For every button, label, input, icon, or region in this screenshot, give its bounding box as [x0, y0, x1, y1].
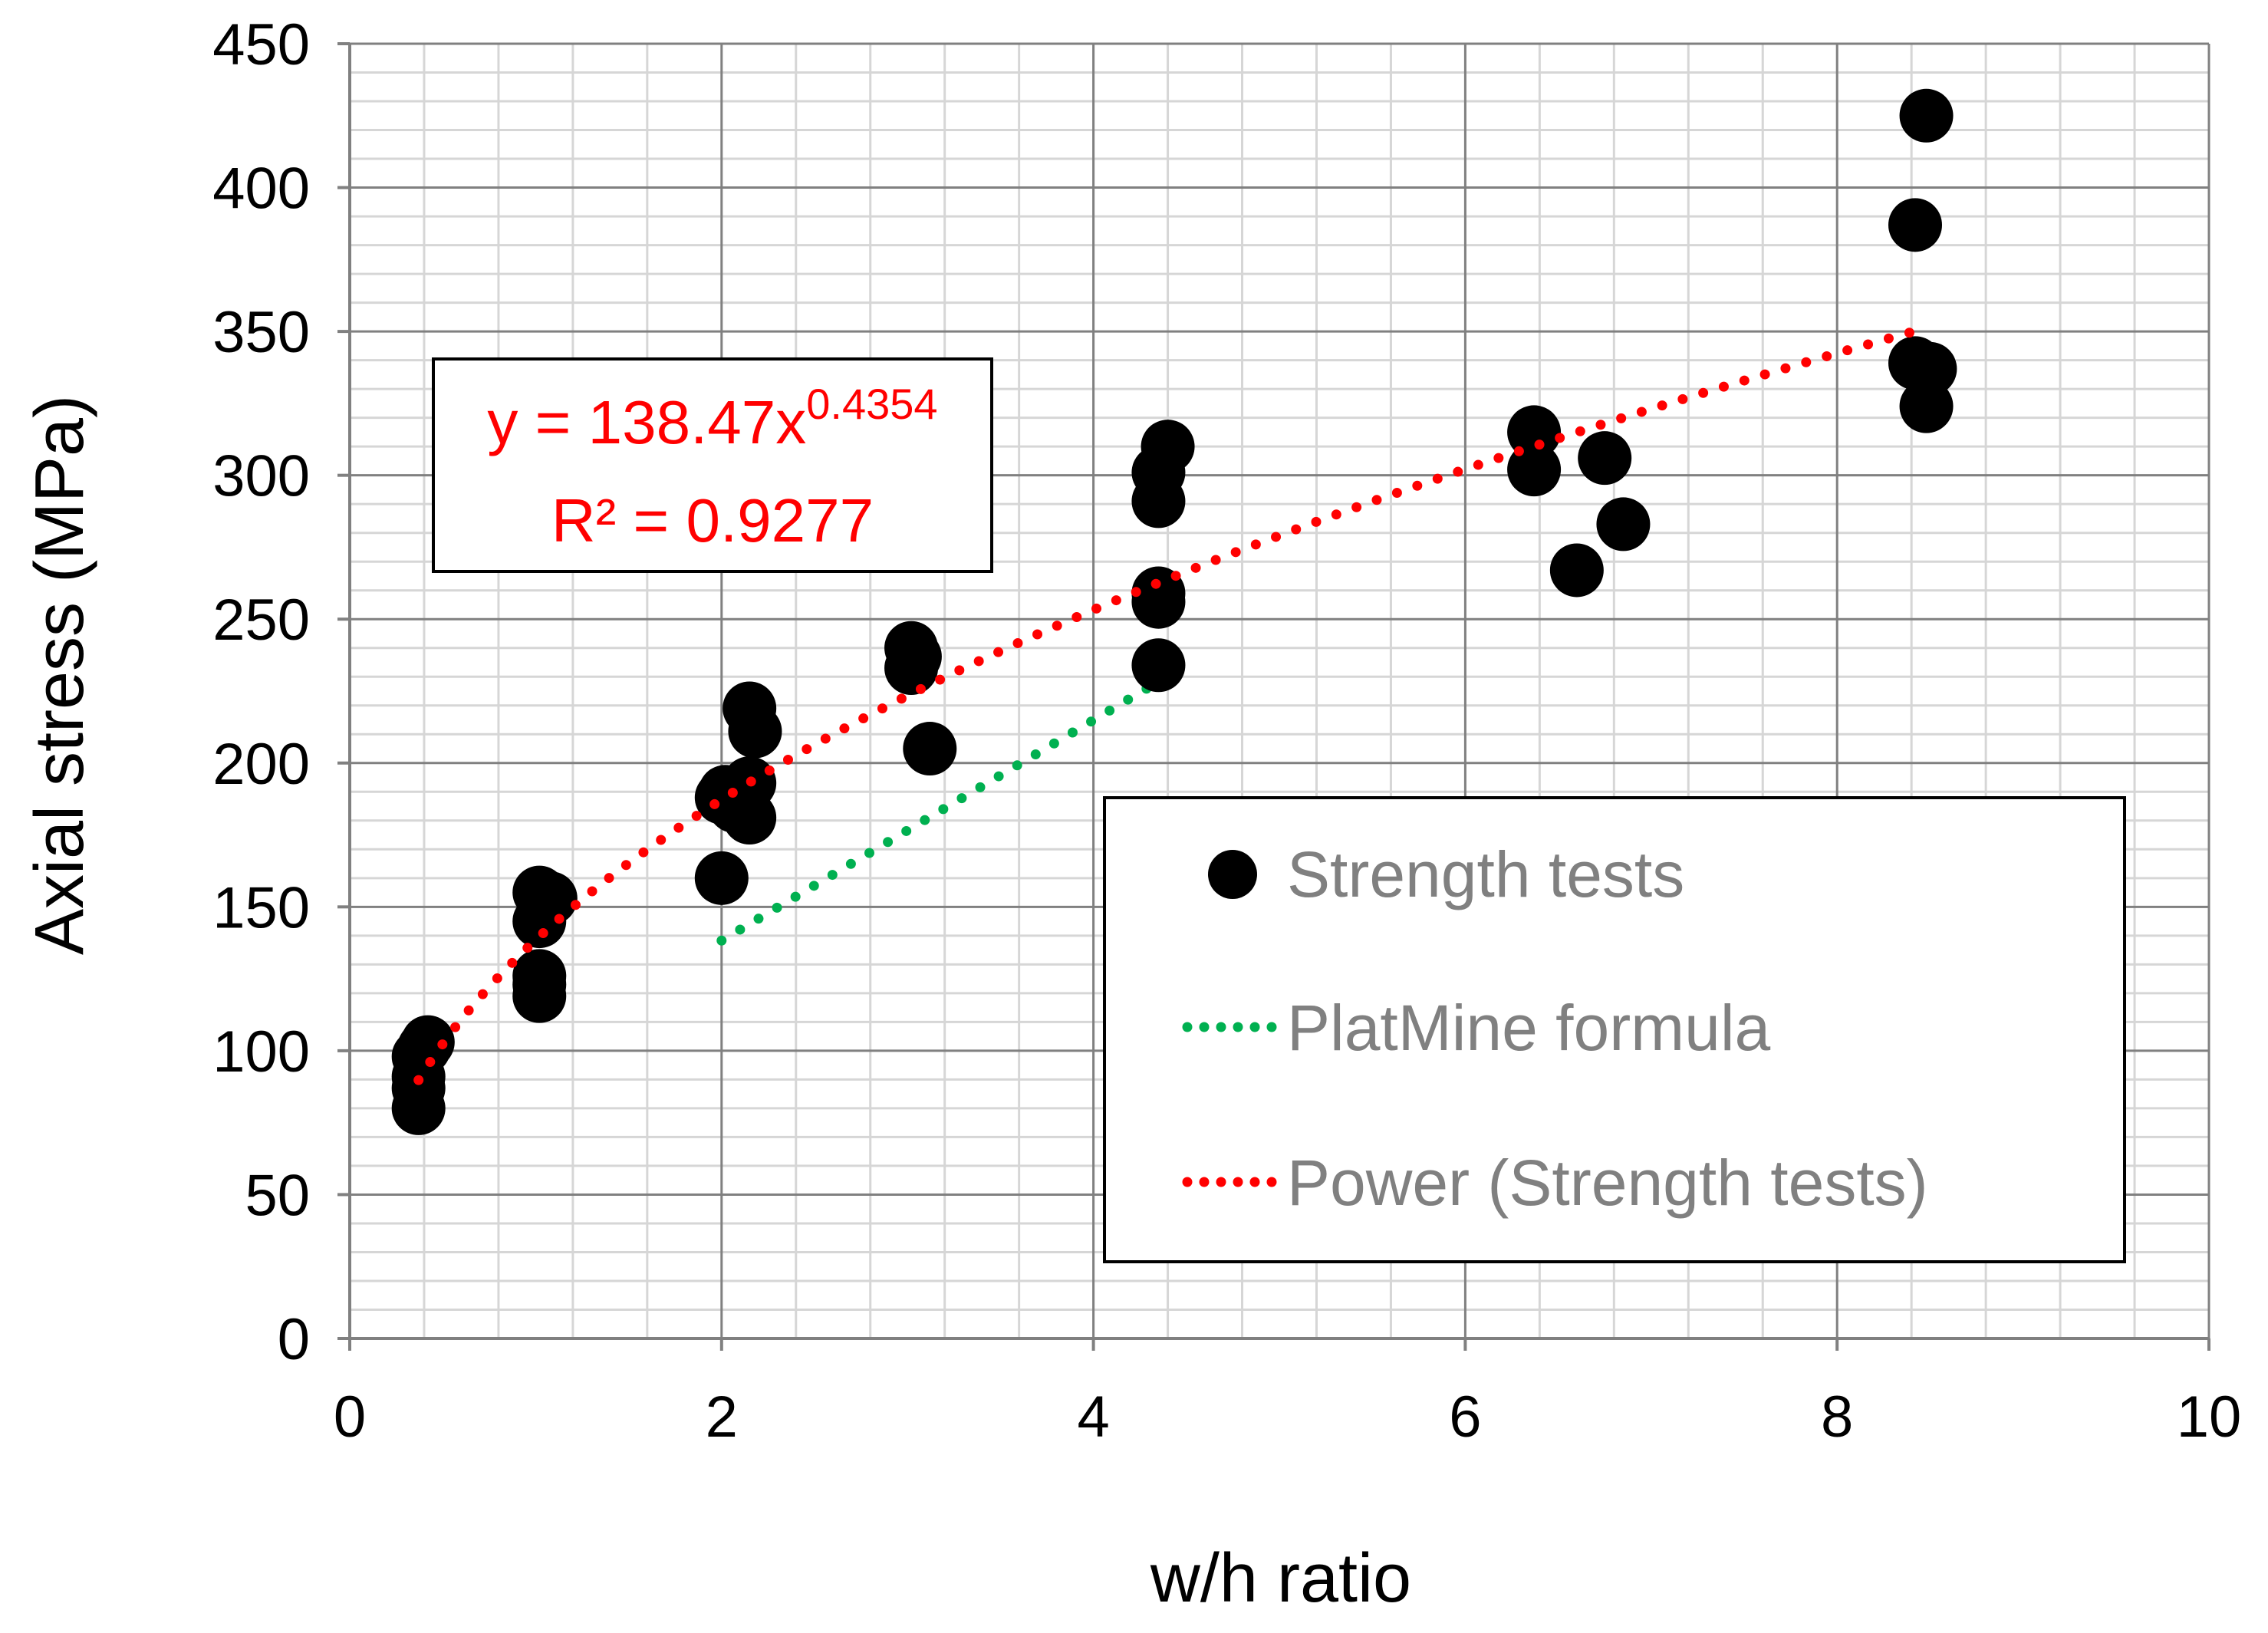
data-point [1131, 638, 1186, 693]
x-tick-label: 2 [706, 1384, 738, 1450]
series-power-trendline [413, 323, 1932, 1085]
y-tick-label: 350 [212, 300, 310, 365]
y-tick-label: 200 [212, 732, 310, 797]
data-point [1899, 379, 1954, 433]
y-tick-label: 450 [212, 12, 310, 77]
y-tick-label: 150 [212, 875, 310, 940]
r-squared-label: R² = 0.9277 [551, 486, 874, 555]
data-point [512, 894, 567, 949]
legend: Strength tests PlatMine formula Power (S… [1103, 796, 2126, 1263]
legend-marker-strength-tests [1208, 850, 1257, 899]
data-point [1888, 198, 1943, 252]
data-point [1578, 431, 1632, 486]
data-point [1131, 474, 1186, 528]
axes [337, 42, 2210, 1351]
power-trendline [413, 323, 1932, 1085]
data-point [1141, 420, 1195, 474]
data-point [1507, 405, 1562, 459]
data-point [728, 704, 782, 759]
equation-box-frame [432, 357, 993, 573]
y-axis-title: Axial stress (MPa) [21, 395, 98, 955]
y-axis-ticks: 0 50 100 150 200 250 300 350 400 450 [212, 12, 310, 1372]
y-tick-label: 250 [212, 588, 310, 653]
data-point [884, 640, 939, 695]
x-tick-label: 10 [2177, 1384, 2242, 1450]
equation-base: y = 138.47x [487, 388, 806, 456]
y-tick-label: 300 [212, 444, 310, 509]
x-axis-ticks: 0 2 4 6 8 10 [334, 1384, 2241, 1450]
x-axis-title: w/h ratio [1150, 1540, 1411, 1617]
equation-label: y = 138.47x0.4354 [487, 380, 937, 456]
y-tick-label: 100 [212, 1019, 310, 1085]
legend-label-power: Power (Strength tests) [1287, 1147, 1928, 1219]
platmine-line [716, 682, 1154, 946]
data-point [723, 791, 777, 845]
x-tick-label: 6 [1449, 1384, 1481, 1450]
data-point [903, 722, 957, 776]
data-point [1131, 575, 1186, 629]
legend-label-strength-tests: Strength tests [1287, 838, 1684, 910]
x-tick-label: 0 [334, 1384, 366, 1450]
legend-label-platmine: PlatMine formula [1287, 992, 1771, 1064]
series-platmine-formula [716, 682, 1154, 946]
equation-exponent: 0.4354 [806, 380, 937, 428]
y-tick-label: 400 [212, 156, 310, 222]
x-tick-label: 4 [1077, 1384, 1109, 1450]
equation-box: y = 138.47x0.4354 R² = 0.9277 [432, 357, 993, 573]
data-point [512, 969, 567, 1023]
data-point [1899, 88, 1954, 143]
y-tick-label: 50 [245, 1163, 310, 1228]
data-point [1549, 543, 1604, 598]
x-tick-label: 8 [1821, 1384, 1853, 1450]
data-point [1596, 497, 1651, 551]
data-point [400, 1015, 455, 1069]
data-point [694, 851, 749, 905]
data-point [1507, 443, 1562, 497]
y-tick-label: 0 [278, 1307, 310, 1372]
